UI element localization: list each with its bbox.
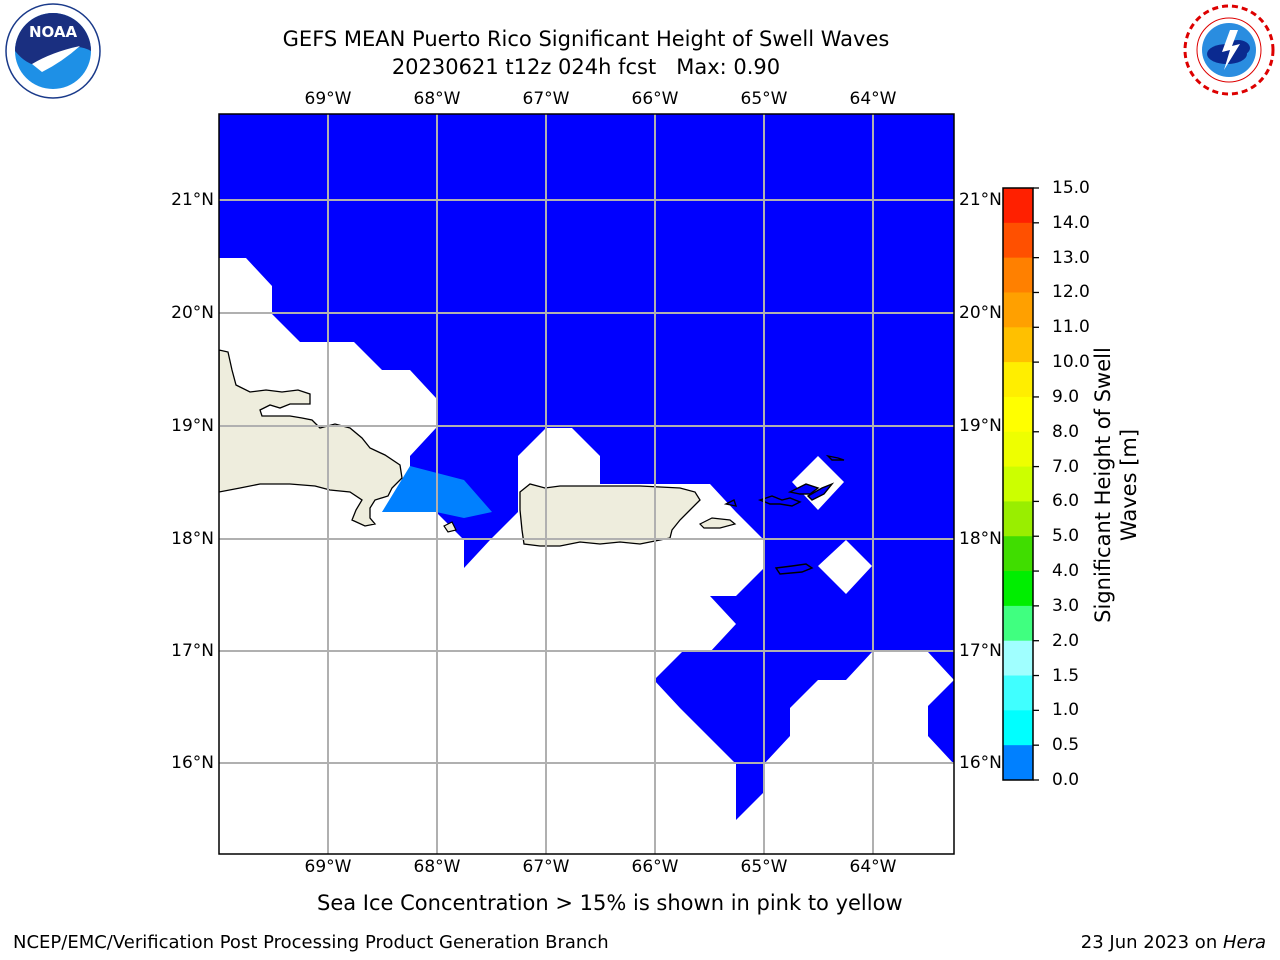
footer-machine: Hera xyxy=(1222,932,1266,953)
colorbar-segment-6 xyxy=(1003,396,1033,433)
colorbar-tick-label: 15.0 xyxy=(1052,178,1090,198)
lon-label-top-64w: 64°W xyxy=(849,89,897,109)
colorbar-tick-label: 0.0 xyxy=(1052,770,1080,790)
land-hispaniola xyxy=(219,349,403,527)
colorbar-tick-label: 14.0 xyxy=(1052,212,1090,233)
colorbar-segment-0 xyxy=(1003,188,1033,224)
colorbar-tick-label: 1.0 xyxy=(1052,700,1080,721)
lat-label-left-21n: 21°N xyxy=(171,190,214,210)
lon-label-top-65w: 65°W xyxy=(740,89,788,109)
lat-label-left-18n: 18°N xyxy=(171,529,214,549)
colorbar-tick-label: 9.0 xyxy=(1052,386,1080,407)
chart-subtitle: 20230621 t12z 024h fcst Max: 0.90 xyxy=(391,55,781,79)
colorbar-segment-4 xyxy=(1003,327,1033,363)
lat-label-right-20n: 20°N xyxy=(959,303,1002,323)
colorbar-tick-label: 1.5 xyxy=(1052,665,1080,686)
footer-branch: NCEP/EMC/Verification Post Processing Pr… xyxy=(13,932,609,953)
lon-label-top-66w: 66°W xyxy=(631,89,679,109)
colorbar-tick-label: 11.0 xyxy=(1052,317,1090,338)
noaa-logo-icon: NOAA xyxy=(2,2,104,100)
lon-label-top-67w: 67°W xyxy=(522,89,570,109)
colorbar-segment-11 xyxy=(1003,571,1033,607)
lat-label-right-18n: 18°N xyxy=(959,529,1002,549)
lon-label-bottom-68w: 68°W xyxy=(413,857,461,877)
colorbar-segment-10 xyxy=(1003,536,1033,572)
colorbar-label-text: Significant Height of Swell Waves [m] xyxy=(1091,347,1141,623)
colorbar-tick-label: 12.0 xyxy=(1052,282,1090,303)
colorbar-segment-15 xyxy=(1003,710,1033,746)
colorbar-tick-label: 3.0 xyxy=(1052,595,1080,616)
footer-date-text: 23 Jun 2023 on xyxy=(1080,932,1223,953)
svg-text:NOAA: NOAA xyxy=(29,23,78,41)
land-anguilla xyxy=(825,454,845,461)
land-virgin-islands-2 xyxy=(757,495,802,507)
colorbar-tick-label: 2.0 xyxy=(1052,630,1080,651)
land-st-croix xyxy=(774,563,814,575)
lon-label-bottom-67w: 67°W xyxy=(522,857,570,877)
footer-date: 23 Jun 2023 on Hera xyxy=(1081,932,1266,953)
colorbar-tick-label: 13.0 xyxy=(1052,247,1090,268)
land-virgin-islands-1 xyxy=(723,499,738,507)
land-virgin-islands-3 xyxy=(787,483,820,495)
map-frame xyxy=(218,113,955,855)
colorbar-tick-label: 10.0 xyxy=(1052,352,1090,373)
lon-label-top-69w: 69°W xyxy=(304,89,352,109)
colorbar-segment-1 xyxy=(1003,222,1033,259)
colorbar-frame xyxy=(1002,187,1034,781)
colorbar-segment-13 xyxy=(1003,640,1033,677)
colorbar-segment-16 xyxy=(1003,745,1033,781)
colorbar-segment-9 xyxy=(1003,501,1033,537)
lat-label-right-21n: 21°N xyxy=(959,190,1002,210)
lat-label-left-17n: 17°N xyxy=(171,641,214,661)
colorbar-segment-3 xyxy=(1003,292,1033,328)
colorbar-tick-label: 5.0 xyxy=(1052,526,1080,547)
lon-label-top-68w: 68°W xyxy=(413,89,461,109)
lon-label-bottom-66w: 66°W xyxy=(631,857,679,877)
swell-region-low xyxy=(219,114,954,820)
land-mona-island xyxy=(443,521,457,533)
lon-label-bottom-64w: 64°W xyxy=(849,857,897,877)
colorbar-tick-label: 0.5 xyxy=(1052,735,1080,756)
lon-label-bottom-65w: 65°W xyxy=(740,857,788,877)
lat-label-left-19n: 19°N xyxy=(171,416,214,436)
colorbar-segment-14 xyxy=(1003,675,1033,711)
nws-logo-icon xyxy=(1180,2,1278,98)
lat-label-right-17n: 17°N xyxy=(959,641,1002,661)
colorbar-tick-label: 7.0 xyxy=(1052,456,1080,477)
colorbar-segment-8 xyxy=(1003,466,1033,502)
land-virgin-islands-4 xyxy=(806,482,835,501)
lon-label-bottom-69w: 69°W xyxy=(304,857,352,877)
colorbar-segment-5 xyxy=(1003,362,1033,398)
lat-label-right-19n: 19°N xyxy=(959,416,1002,436)
land-vieques xyxy=(698,517,737,529)
lat-label-left-20n: 20°N xyxy=(171,303,214,323)
graticule xyxy=(219,114,954,854)
chart-title: GEFS MEAN Puerto Rico Significant Height… xyxy=(282,27,890,51)
lat-label-left-16n: 16°N xyxy=(171,753,214,773)
colorbar-tick-label: 6.0 xyxy=(1052,491,1080,512)
lat-label-right-16n: 16°N xyxy=(959,753,1002,773)
colorbar-tick-label: 4.0 xyxy=(1052,561,1080,582)
colorbar-tick-label: 8.0 xyxy=(1052,421,1080,442)
colorbar xyxy=(1003,187,1039,781)
colorbar-segment-12 xyxy=(1003,605,1033,642)
sea-ice-note: Sea Ice Concentration > 15% is shown in … xyxy=(317,891,903,915)
colorbar-segment-2 xyxy=(1003,257,1033,293)
colorbar-segment-7 xyxy=(1003,431,1033,468)
